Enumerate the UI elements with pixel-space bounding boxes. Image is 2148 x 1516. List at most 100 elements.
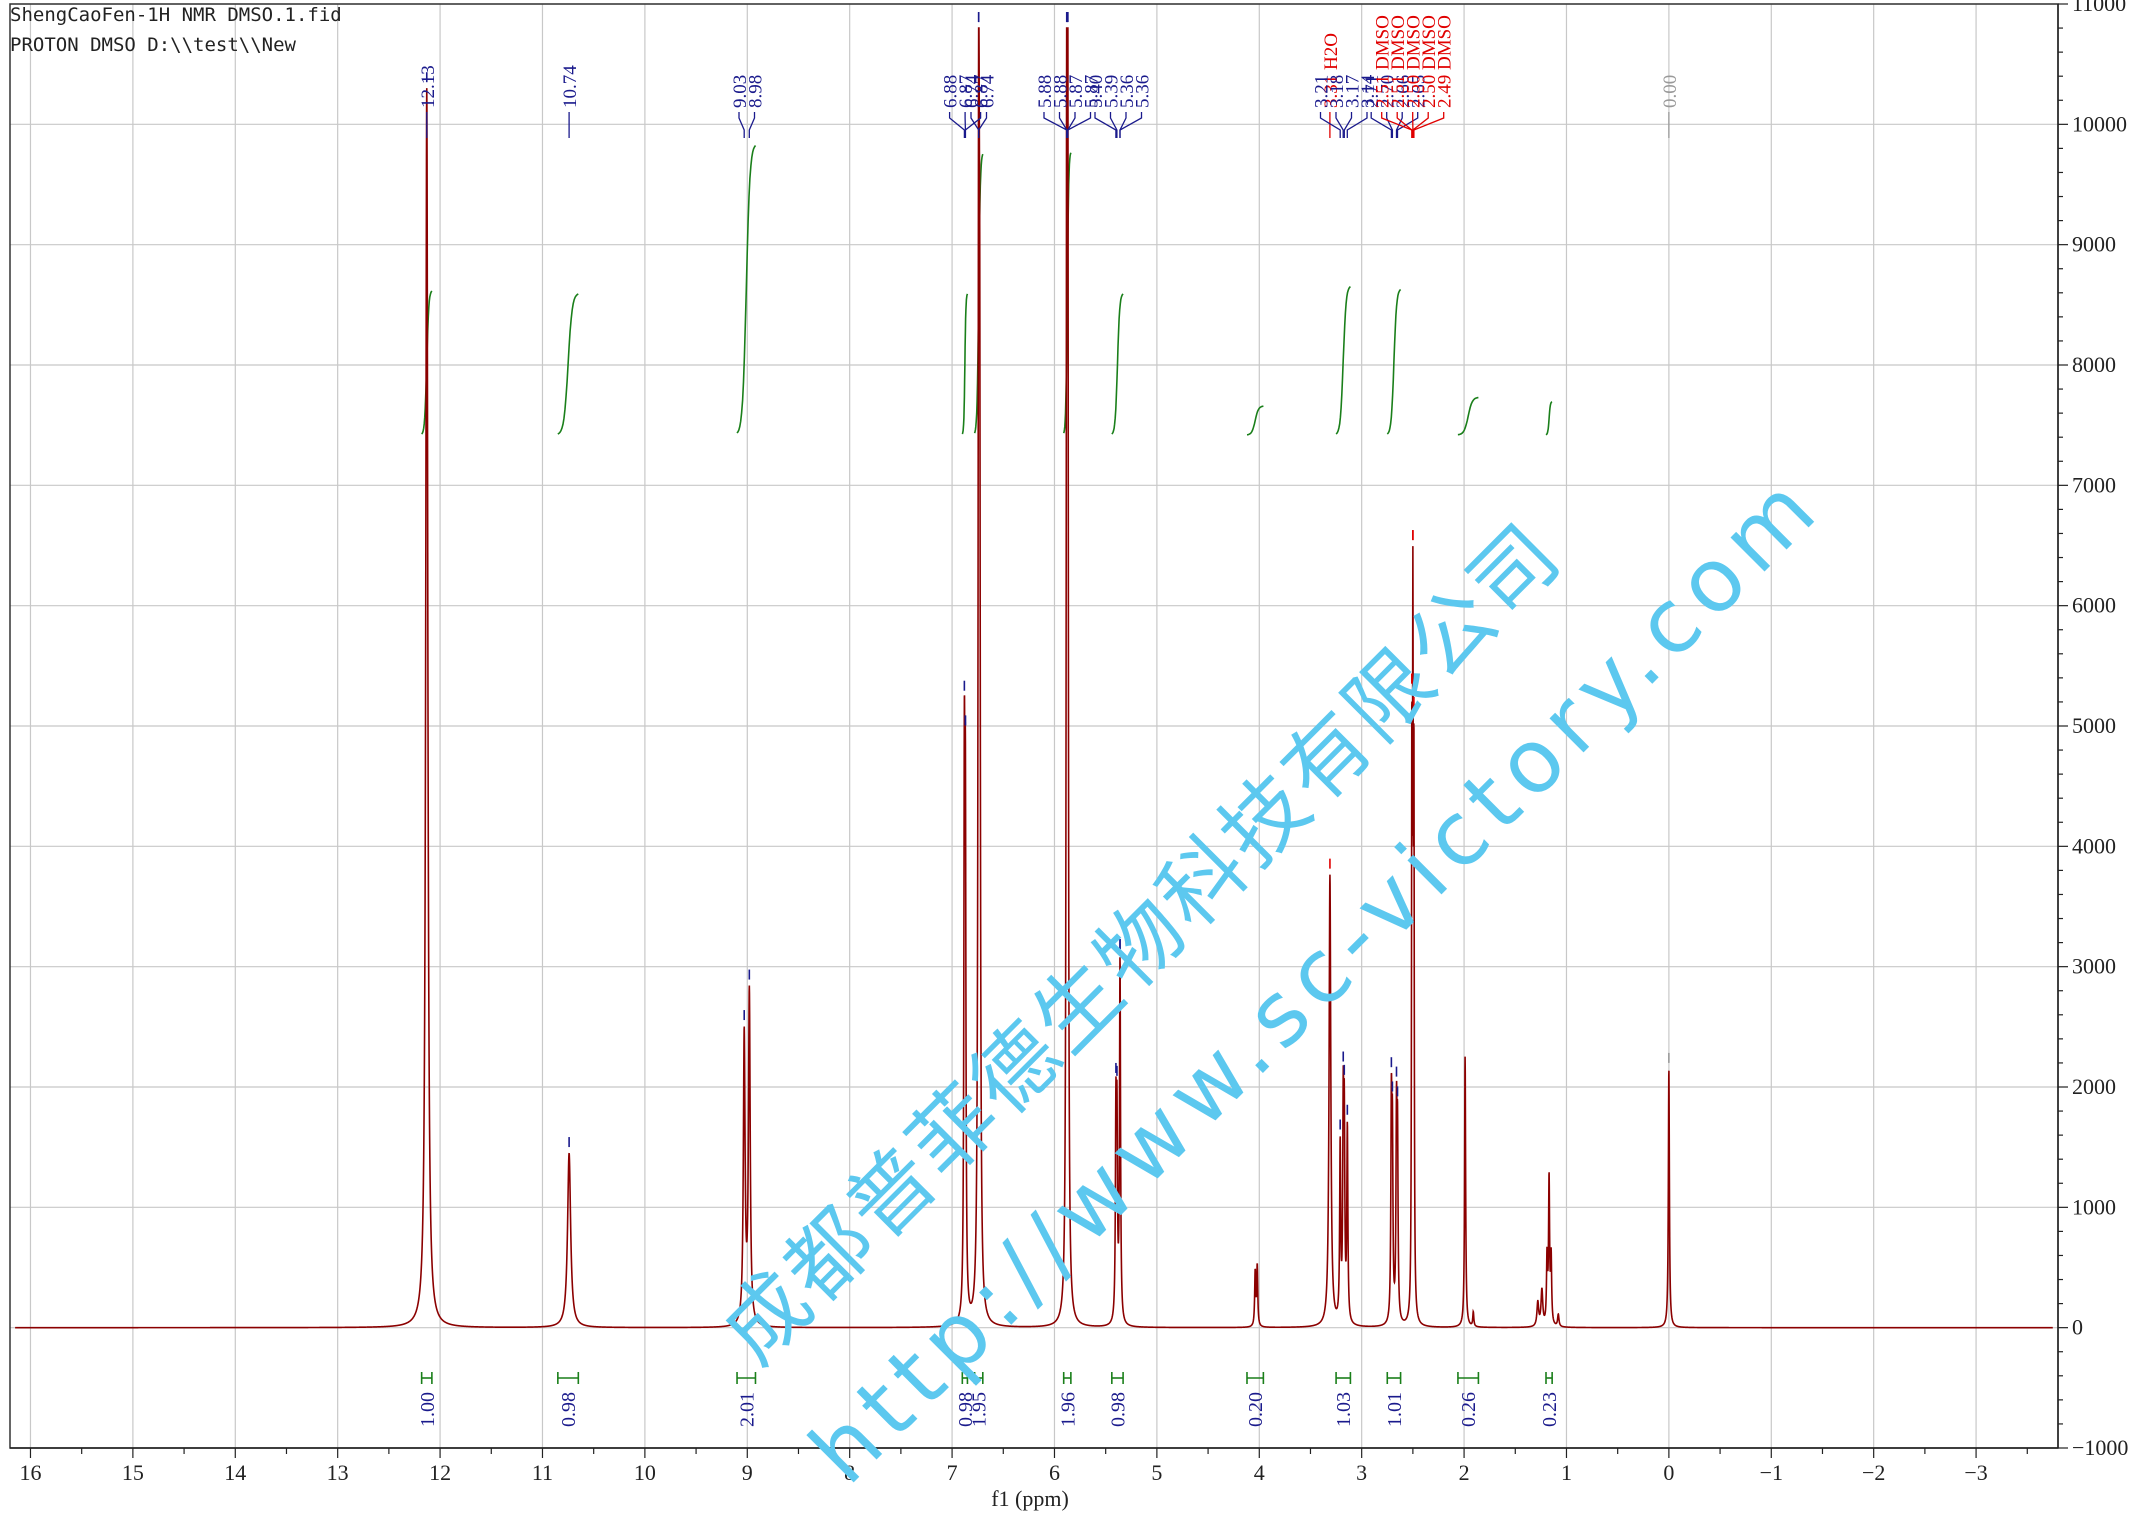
x-axis: 16 15 14 13 12 11 10 9 8 7 6 5 4 3 2 1 0 −1 −2 −3	[10, 1447, 2058, 1485]
y-tick-label: 11000	[2072, 0, 2126, 16]
spectrum-trace	[15, 27, 2053, 1329]
peak-label: 5.40	[1086, 75, 1107, 108]
integral-curve	[1111, 293, 1124, 435]
peak-label: 5.39	[1101, 75, 1122, 108]
peak-label-leader	[1412, 112, 1429, 138]
peak-label: 2.51 DMSO	[1388, 15, 1409, 108]
peak-label: 5.87	[1082, 75, 1103, 108]
x-tick-label: 15	[122, 1460, 144, 1485]
y-tick-label: 5000	[2072, 713, 2116, 738]
x-tick-label: 0	[1663, 1460, 1674, 1485]
integral-value: 1.01	[1384, 1392, 1406, 1427]
peak-label-leader	[748, 112, 756, 138]
peak-label: 6.87	[956, 75, 977, 108]
peak-markers	[425, 12, 1670, 1148]
integral-value: 2.01	[736, 1392, 758, 1427]
peak-label: 2.50 DMSO	[1404, 15, 1425, 108]
x-axis-label: f1 (ppm)	[991, 1486, 1069, 1511]
x-tick-label: 9	[742, 1460, 753, 1485]
peak-label-leader	[978, 112, 988, 138]
integral-curve	[1545, 401, 1553, 436]
integral-value: 0.26	[1458, 1392, 1480, 1427]
peak-label-leader	[1396, 112, 1419, 138]
peak-label: 8.98	[746, 75, 767, 108]
peak-label-leader	[738, 112, 745, 138]
integral-curve	[961, 293, 969, 435]
peak-label: 3.18	[1327, 75, 1348, 108]
peak-label: 5.87	[1066, 75, 1087, 108]
y-axis: 1100010000900080007000600050004000300020…	[2057, 0, 2128, 1460]
peak-label: 2.65	[1409, 75, 1430, 108]
peak-label: 2.70	[1378, 75, 1399, 108]
x-tick-label: 1	[1561, 1460, 1572, 1485]
peak-label-leader	[1386, 112, 1394, 138]
peak-label-leader	[1067, 112, 1076, 138]
peak-label-leader	[1058, 112, 1068, 138]
peak-label: 3.17	[1343, 75, 1364, 108]
x-tick-label: 16	[19, 1460, 41, 1485]
peak-label: 5.88	[1035, 75, 1056, 108]
y-tick-label: 9000	[2072, 232, 2116, 257]
peak-label: 9.03	[730, 75, 751, 108]
integral-curve	[736, 145, 757, 434]
x-tick-label: 6	[1049, 1460, 1060, 1485]
integral-value: 0.20	[1245, 1392, 1267, 1427]
peak-label-leader	[1067, 112, 1092, 138]
x-tick-label: 13	[327, 1460, 349, 1485]
peak-label-leader	[1094, 112, 1117, 138]
peak-label-leader	[1119, 112, 1143, 138]
peak-label: 10.74	[560, 65, 581, 108]
integral-curve	[1335, 286, 1351, 435]
peak-label: 6.88	[941, 75, 962, 108]
integral-curve	[1062, 152, 1072, 434]
peak-label-leader	[948, 112, 966, 138]
peak-label: 12.13	[418, 65, 439, 108]
x-tick-label: −2	[1862, 1460, 1885, 1485]
x-tick-label: 10	[634, 1460, 656, 1485]
integral-value: 0.98	[1107, 1392, 1129, 1427]
y-tick-label: −1000	[2072, 1435, 2128, 1460]
grid-lines	[10, 3, 2058, 1449]
peak-label-leader	[1346, 112, 1368, 138]
peak-label-leader	[1370, 112, 1393, 138]
integral-value: 1.03	[1333, 1392, 1355, 1427]
integral-value: 1.96	[1057, 1392, 1079, 1427]
x-tick-label: −1	[1760, 1460, 1783, 1485]
x-tick-label: 14	[224, 1460, 246, 1485]
y-tick-label: 7000	[2072, 472, 2116, 497]
integral-value: 0.98	[558, 1392, 580, 1427]
y-tick-label: 2000	[2072, 1074, 2116, 1099]
integral-value: 0.23	[1539, 1392, 1561, 1427]
x-tick-label: 5	[1151, 1460, 1162, 1485]
x-tick-label: −3	[1964, 1460, 1987, 1485]
peak-label: 3.21	[1312, 75, 1333, 108]
peak-label: 0.00	[1660, 75, 1681, 108]
integral-curve	[557, 293, 579, 435]
x-tick-label: 7	[947, 1460, 958, 1485]
y-tick-label: 8000	[2072, 352, 2116, 377]
integral-curve	[1246, 405, 1264, 436]
peak-label-leader	[1413, 112, 1445, 138]
peak-label: 5.36	[1117, 75, 1138, 108]
y-tick-label: 6000	[2072, 593, 2116, 618]
x-tick-label: 11	[532, 1460, 553, 1485]
y-tick-label: 4000	[2072, 833, 2116, 858]
peak-label: 3.31 H2O	[1321, 33, 1342, 108]
peak-label: 3.14	[1358, 74, 1379, 108]
peak-label: 5.88	[1051, 75, 1072, 108]
peak-label: 2.71	[1362, 75, 1383, 108]
peak-label: 5.36	[1132, 75, 1153, 108]
peak-label: 2.51 DMSO	[1373, 15, 1394, 108]
peak-label-leader	[964, 112, 982, 138]
peak-label: 2.66	[1393, 75, 1414, 108]
peak-label-leader	[1335, 112, 1344, 138]
x-tick-label: 12	[429, 1460, 451, 1485]
y-tick-label: 3000	[2072, 954, 2116, 979]
peak-label: 2.49 DMSO	[1435, 15, 1456, 108]
integral-brackets: 1.00 0.98 2.01 0.981.95 1.96 0.98 0.20 1.03 1.01…	[417, 1372, 1561, 1427]
integral-curve	[1386, 288, 1402, 435]
peak-label-leader	[1343, 112, 1353, 138]
spectrum-line	[15, 27, 2053, 1329]
header-line-1: ShengCaoFen-1H NMR DMSO.1.fid	[10, 4, 342, 26]
